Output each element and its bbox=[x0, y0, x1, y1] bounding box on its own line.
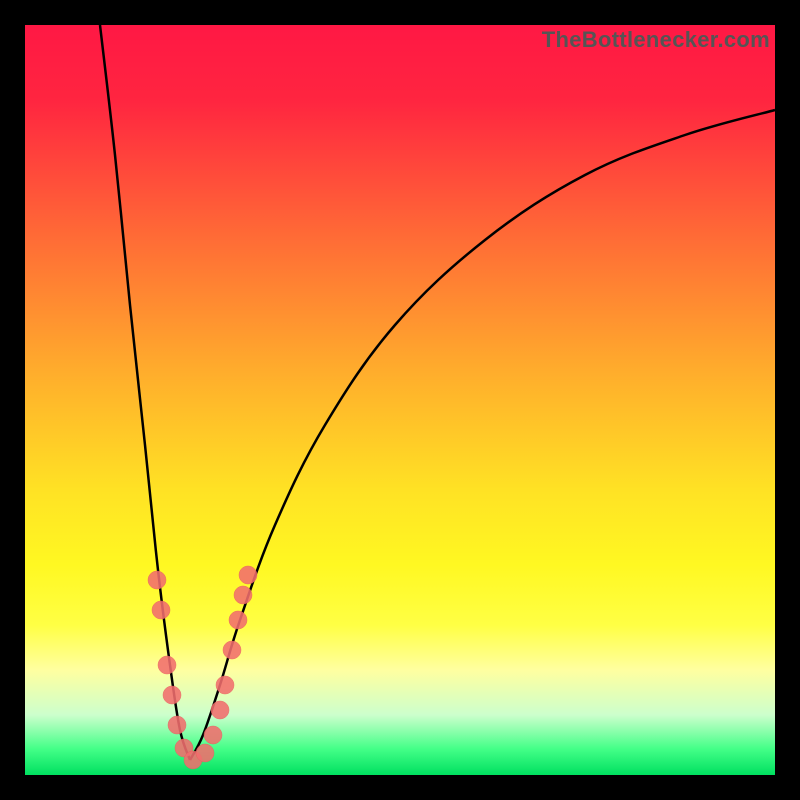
chart-frame: TheBottlenecker.com bbox=[0, 0, 800, 800]
watermark-text: TheBottlenecker.com bbox=[542, 27, 770, 53]
gradient-background bbox=[25, 25, 775, 775]
